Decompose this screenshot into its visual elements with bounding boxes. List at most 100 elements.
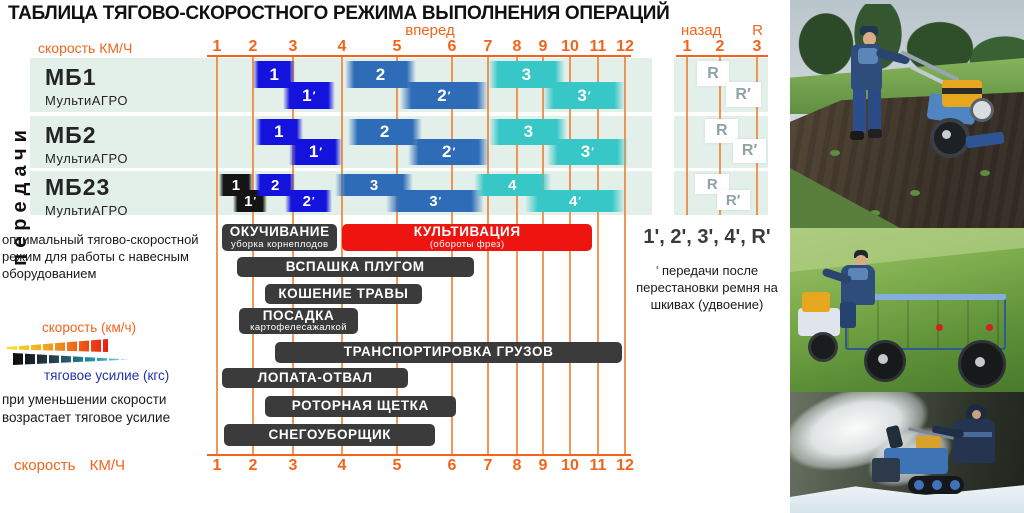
speed-tick-12: 12 <box>616 38 634 55</box>
meadow-hill <box>790 228 1024 272</box>
operation-bar: ТРАНСПОРТИРОВКА ГРУЗОВ <box>275 342 623 363</box>
gear-number: 2 <box>437 85 447 105</box>
grid-line-forward <box>569 56 571 454</box>
auger-housing <box>872 458 900 482</box>
speed-tick-4: 4 <box>337 457 347 474</box>
reflector <box>986 324 993 331</box>
grid-line-forward <box>487 56 489 454</box>
speed-tick-5: 5 <box>392 38 402 55</box>
gear-bar-МБ1-2': 2 ′ <box>399 82 488 109</box>
page-title: ТАБЛИЦА ТЯГОВО-СКОРОСТНОГО РЕЖИМА ВЫПОЛН… <box>8 3 670 24</box>
grid-line-forward <box>341 56 343 454</box>
operation-label: ЛОПАТА-ОТВАЛ <box>257 369 373 385</box>
speed-tick-7: 7 <box>483 38 493 55</box>
reverse-tick-3: 3 <box>752 38 762 55</box>
prime-mark: ′ <box>438 195 442 207</box>
reverse-gear-bar-МБ2-R': R′ <box>732 139 767 163</box>
model-brand: МультиАГРО <box>45 93 128 108</box>
trailer-rail <box>845 294 1006 300</box>
motoblock-body <box>798 308 840 336</box>
gear-bar-МБ2-3': 3 ′ <box>547 139 628 165</box>
reverse-axis-label: назад R <box>681 22 763 39</box>
prime-mark: ′ <box>312 88 316 103</box>
grid-line-forward <box>292 56 294 454</box>
gear-number: 2 <box>442 142 452 161</box>
speed-tick-2: 2 <box>248 38 258 55</box>
primed-gears-note: ' передачи после перестановки ремня на шк… <box>632 262 782 313</box>
prime-mark: ′ <box>447 88 451 103</box>
speed-tick-2: 2 <box>248 457 258 474</box>
forward-axis-label: вперед <box>405 22 455 39</box>
wheel-hub <box>878 354 888 364</box>
speed-tick-12: 12 <box>616 457 634 474</box>
operator-face <box>972 410 981 419</box>
speed-tick-8: 8 <box>512 38 522 55</box>
grid-line-reverse <box>686 56 688 215</box>
driver-head <box>855 255 867 267</box>
gear-number: 1 <box>302 85 312 105</box>
operator-boot <box>868 129 882 138</box>
gear-number: 3 <box>580 142 591 161</box>
operation-label: ТРАНСПОРТИРОВКА ГРУЗОВ <box>343 344 554 360</box>
prime-mark: ′ <box>587 88 591 103</box>
operator-leg <box>853 89 866 133</box>
gear-number: 1 <box>244 192 253 210</box>
engine-band <box>942 88 982 94</box>
gear-bar-МБ1-3': 3 ′ <box>543 82 625 109</box>
operation-bar: ЛОПАТА-ОТВАЛ <box>222 368 408 388</box>
model-name: МБ23 <box>45 174 111 200</box>
grid-line-forward <box>597 56 599 454</box>
axis-line-bottom <box>207 454 631 456</box>
grid-line-forward <box>252 56 254 454</box>
reverse-tick-1: 1 <box>682 38 692 55</box>
prime-mark: ′ <box>578 195 581 207</box>
photo-column <box>790 0 1024 513</box>
reflector <box>936 324 943 331</box>
optimal-mode-note: оптимальный тягово-скоростной режим для … <box>2 232 199 281</box>
operation-bar: СНЕГОУБОРЩИК <box>224 424 436 446</box>
reverse-axis-letter: R <box>752 22 763 39</box>
track-wheel <box>950 480 960 490</box>
model-name: МБ1 <box>45 64 97 90</box>
primed-gears-note-text: передачи после перестановки ремня на шки… <box>636 263 778 312</box>
gear-bar-МБ2-1': 1 ′ <box>289 139 342 165</box>
speed-axis-label-top: скорость КМ/Ч <box>38 40 133 56</box>
operation-bar: ПОСАДКА картофелесажалкой <box>238 308 359 334</box>
operator-jacket <box>953 419 995 463</box>
gear-bar-МБ2-2': 2 ′ <box>408 139 490 165</box>
operation-label: ВСПАШКА ПЛУГОМ <box>285 258 425 274</box>
operation-bar: РОТОРНАЯ ЩЕТКА <box>265 396 456 417</box>
speed-tick-10: 10 <box>561 38 579 55</box>
weed <box>910 190 920 196</box>
reverse-gear-bar-МБ23-R: R <box>695 174 730 194</box>
operation-label: КОШЕНИЕ ТРАВЫ <box>278 285 409 301</box>
grid-line-reverse <box>756 56 758 215</box>
operation-bar: КОШЕНИЕ ТРАВЫ <box>265 284 422 304</box>
axis-line-top-reverse <box>676 55 768 57</box>
track-wheel <box>914 480 924 490</box>
operator-cap <box>860 26 878 35</box>
operation-bar: ВСПАШКА ПЛУГОМ <box>236 257 474 277</box>
speed-arrow-label: скорость (км/ч) <box>42 320 137 335</box>
reverse-axis-word: назад <box>681 22 722 39</box>
speed-tick-1: 1 <box>212 457 222 474</box>
prime-mark: ′ <box>591 145 595 159</box>
speed-tick-9: 9 <box>538 38 548 55</box>
grid-line-forward <box>624 56 626 454</box>
traction-speed-chart: 1 1 2 2 3 3 4 4 5 5 6 6 7 7 8 8 9 9 10 10 11 11 12 12 1 2 3 МБ1 Муль… <box>30 38 768 474</box>
gear-number: 2 <box>302 192 311 210</box>
motoblock-wheel <box>808 332 838 362</box>
speed-tick-11: 11 <box>589 38 607 55</box>
grid-line-forward <box>216 56 218 454</box>
operator-boot <box>850 131 864 140</box>
cargo-transport-photo <box>790 228 1024 392</box>
weed <box>830 150 840 156</box>
weed <box>870 210 880 216</box>
gear-bar-МБ23-4': 4 ′ <box>524 190 625 212</box>
motoblock-wheel <box>930 118 970 158</box>
prime-mark: ′ <box>452 145 456 159</box>
driver-leg <box>840 302 856 328</box>
reverse-tick-2: 2 <box>715 38 725 55</box>
prime-mark: ′ <box>253 195 257 207</box>
